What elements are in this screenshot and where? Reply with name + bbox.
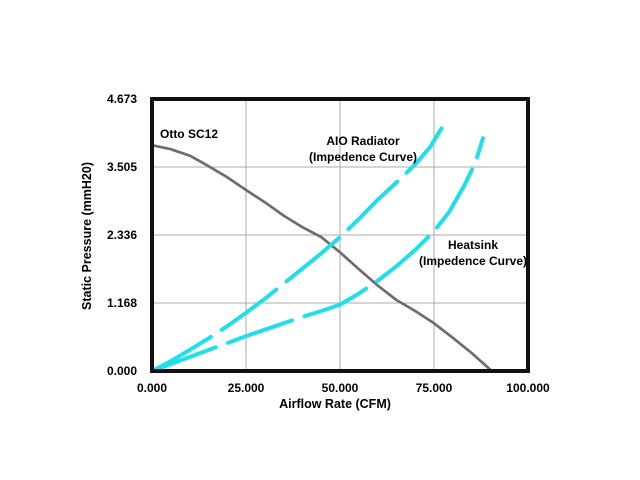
y-tick-label: 0.000: [107, 364, 137, 378]
x-tick-label: 0.000: [137, 381, 167, 395]
series-label-aio-radiator-label: (Impedence Curve): [309, 150, 417, 164]
series-label-otto-sc12-label: Otto SC12: [160, 127, 218, 141]
y-tick-label: 3.505: [107, 160, 137, 174]
impedance-curve-aio-line: [150, 126, 444, 373]
fan-curve-otto-line: [150, 143, 492, 372]
y-tick-label: 2.336: [107, 228, 137, 242]
y-axis-title: Static Pressure (mmH20): [80, 162, 94, 310]
y-tick-label: 1.168: [107, 296, 137, 310]
y-tick-label: 4.673: [107, 92, 137, 106]
series-label-aio-radiator-label: AIO Radiator: [326, 134, 400, 148]
impedance-curve-heatsink-line: [150, 136, 485, 373]
plot-frame: [150, 97, 530, 373]
x-axis-title: Airflow Rate (CFM): [279, 397, 391, 411]
x-tick-label: 25.000: [228, 381, 265, 395]
x-tick-label: 75.000: [416, 381, 453, 395]
series-label-heatsink-label: (Impedence Curve): [419, 254, 527, 268]
x-tick-label: 50.000: [322, 381, 359, 395]
x-tick-label: 100.000: [506, 381, 550, 395]
series-label-heatsink-label: Heatsink: [448, 238, 498, 252]
